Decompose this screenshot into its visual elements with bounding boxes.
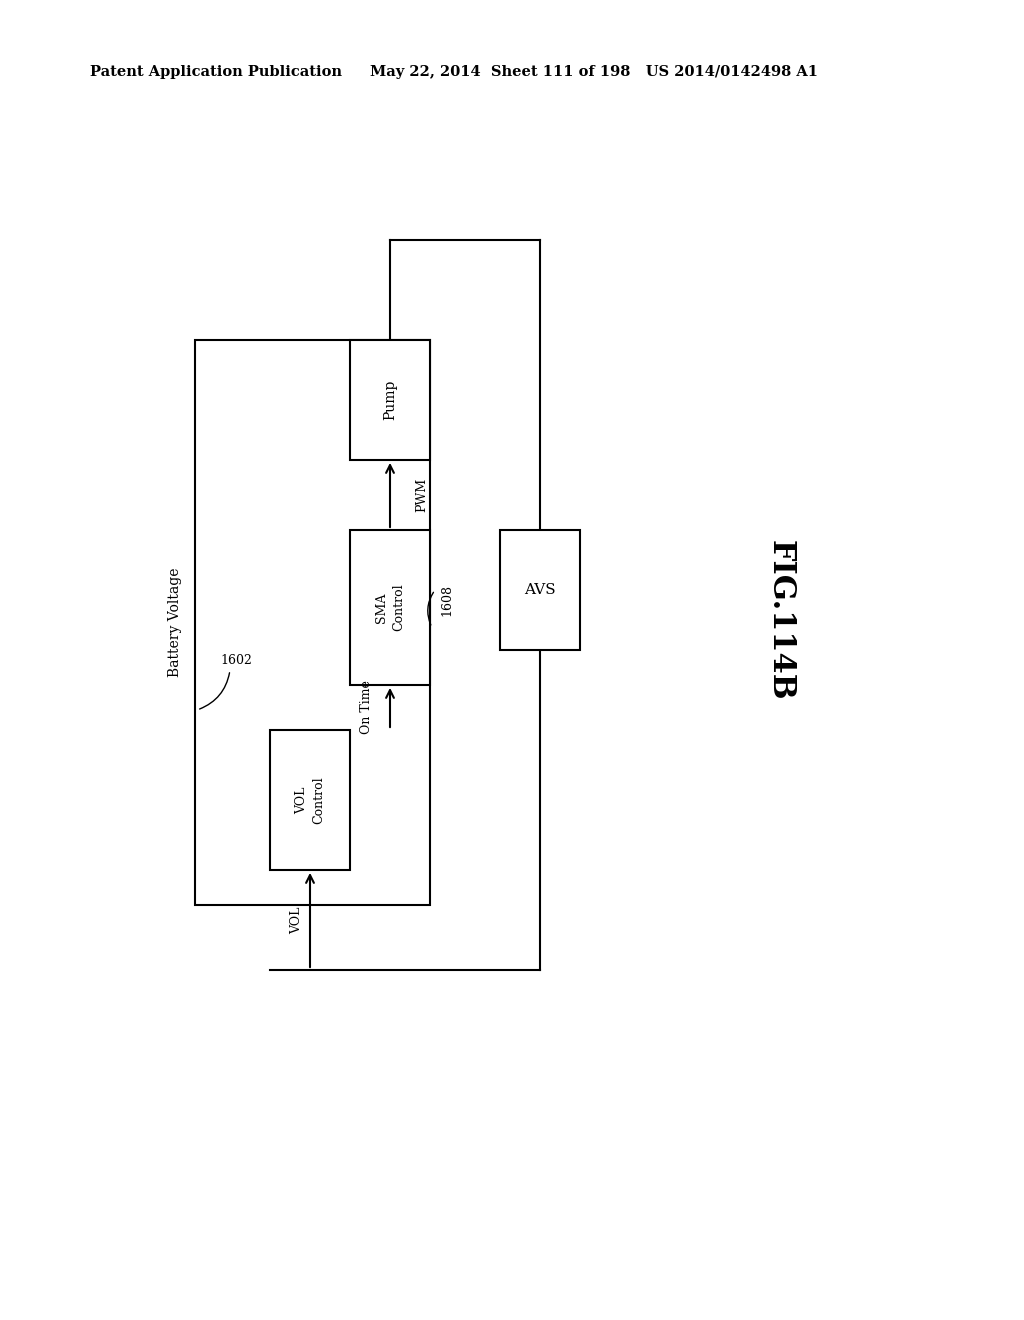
Text: 1608: 1608 xyxy=(440,583,453,616)
Text: VOL
Control: VOL Control xyxy=(295,776,325,824)
Bar xyxy=(195,341,430,906)
Text: 1602: 1602 xyxy=(220,653,252,667)
Text: On Time: On Time xyxy=(360,681,373,734)
Text: FIG.114B: FIG.114B xyxy=(765,540,796,700)
Bar xyxy=(350,531,430,685)
Text: Battery Voltage: Battery Voltage xyxy=(168,568,182,677)
Text: SMA
Control: SMA Control xyxy=(375,583,406,631)
Text: PWM: PWM xyxy=(415,478,428,512)
Text: May 22, 2014  Sheet 111 of 198   US 2014/0142498 A1: May 22, 2014 Sheet 111 of 198 US 2014/01… xyxy=(370,65,818,79)
Text: AVS: AVS xyxy=(524,583,556,597)
Text: Patent Application Publication: Patent Application Publication xyxy=(90,65,342,79)
Bar xyxy=(270,730,350,870)
Text: VOL: VOL xyxy=(290,907,303,933)
Bar xyxy=(500,531,580,649)
Text: Pump: Pump xyxy=(383,380,397,420)
Bar xyxy=(350,341,430,459)
